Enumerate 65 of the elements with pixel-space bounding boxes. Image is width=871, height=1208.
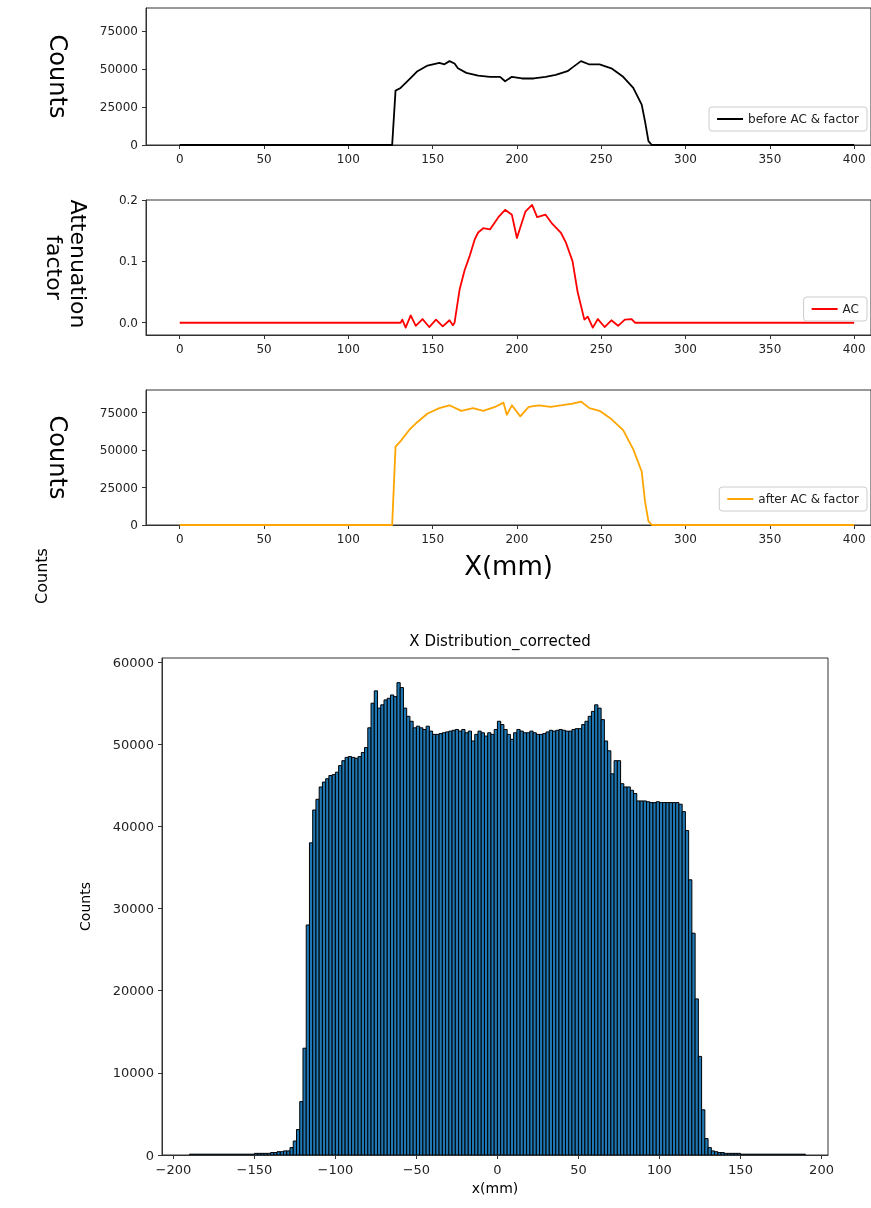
y-axis-title: Attenuation factor <box>41 199 91 336</box>
y-tick-label: 75000 <box>99 23 138 38</box>
x-tick-label: 50 <box>570 1162 587 1177</box>
y-tick-label: 75000 <box>99 405 138 420</box>
x-tick-label: 150 <box>728 1162 753 1177</box>
text: Counts <box>31 548 51 604</box>
x-tick-label: 400 <box>842 152 866 166</box>
y-tick-label: 50000 <box>112 736 154 752</box>
y-tick-label: 0 <box>145 1147 154 1163</box>
y-tick-label: 25000 <box>99 99 138 114</box>
x-tick-label: −150 <box>236 1162 273 1177</box>
y-tick-label: 60000 <box>112 654 154 670</box>
y-axis-title: Counts <box>44 415 72 500</box>
x-axis-title: X(mm) <box>464 551 553 581</box>
x-axis-title: x(mm) <box>471 1180 519 1196</box>
x-tick-label: 150 <box>421 342 445 356</box>
y-tick-label: 0 <box>130 518 138 532</box>
x-tick-label: 200 <box>505 342 529 356</box>
legend-label: AC <box>842 302 860 316</box>
x-tick-label: 200 <box>505 152 529 166</box>
x-tick-label: −200 <box>155 1162 192 1177</box>
x-tick-label: −50 <box>402 1162 431 1177</box>
x-tick-label: 150 <box>421 152 445 166</box>
x-tick-label: 0 <box>175 532 184 546</box>
x-tick-label: 50 <box>256 342 272 356</box>
x-tick-label: 50 <box>256 532 272 546</box>
x-tick-label: 400 <box>842 532 866 546</box>
y-tick-label: 50000 <box>99 443 138 457</box>
x-tick-label: 0 <box>175 342 184 356</box>
y-tick-label: 25000 <box>99 480 138 495</box>
y-tick-label: 10000 <box>112 1065 154 1081</box>
x-tick-label: 100 <box>336 152 360 166</box>
x-tick-label: 250 <box>589 342 613 356</box>
x-tick-label: 50 <box>256 152 272 166</box>
x-tick-label: 300 <box>674 152 697 166</box>
x-tick-label: 100 <box>336 532 360 546</box>
x-tick-label: 350 <box>758 152 782 166</box>
x-tick-label: 250 <box>589 152 613 166</box>
x-tick-label: −100 <box>317 1162 354 1177</box>
y-tick-label: 0.1 <box>118 254 138 269</box>
x-tick-label: 300 <box>674 342 697 356</box>
x-tick-label: 250 <box>589 532 613 546</box>
y-tick-label: 0.0 <box>118 315 138 330</box>
y-tick-label: 20000 <box>112 983 154 999</box>
x-tick-label: 100 <box>336 342 360 356</box>
chart-title: X Distribution_corrected <box>409 631 591 651</box>
legend-label: before AC & factor <box>748 112 860 126</box>
y-tick-label: 50000 <box>99 61 138 76</box>
y-axis-title: Counts <box>77 882 93 931</box>
x-tick-label: 0 <box>493 1162 502 1177</box>
x-tick-label: 0 <box>175 152 184 166</box>
x-tick-label: 100 <box>647 1162 672 1177</box>
y-tick-label: 0.2 <box>118 193 138 207</box>
x-tick-label: 400 <box>842 342 866 356</box>
y-tick-label: 0 <box>130 138 138 152</box>
x-tick-label: 150 <box>421 532 445 546</box>
y-tick-label: 40000 <box>112 818 154 834</box>
legend-label: after AC & factor <box>758 492 860 506</box>
x-tick-label: 200 <box>809 1162 834 1177</box>
x-tick-label: 200 <box>505 532 529 546</box>
x-tick-label: 350 <box>758 532 782 546</box>
x-tick-label: 300 <box>674 532 697 546</box>
x-tick-label: 350 <box>758 342 782 356</box>
y-axis-title: Counts <box>44 34 72 119</box>
y-tick-label: 30000 <box>112 901 154 917</box>
